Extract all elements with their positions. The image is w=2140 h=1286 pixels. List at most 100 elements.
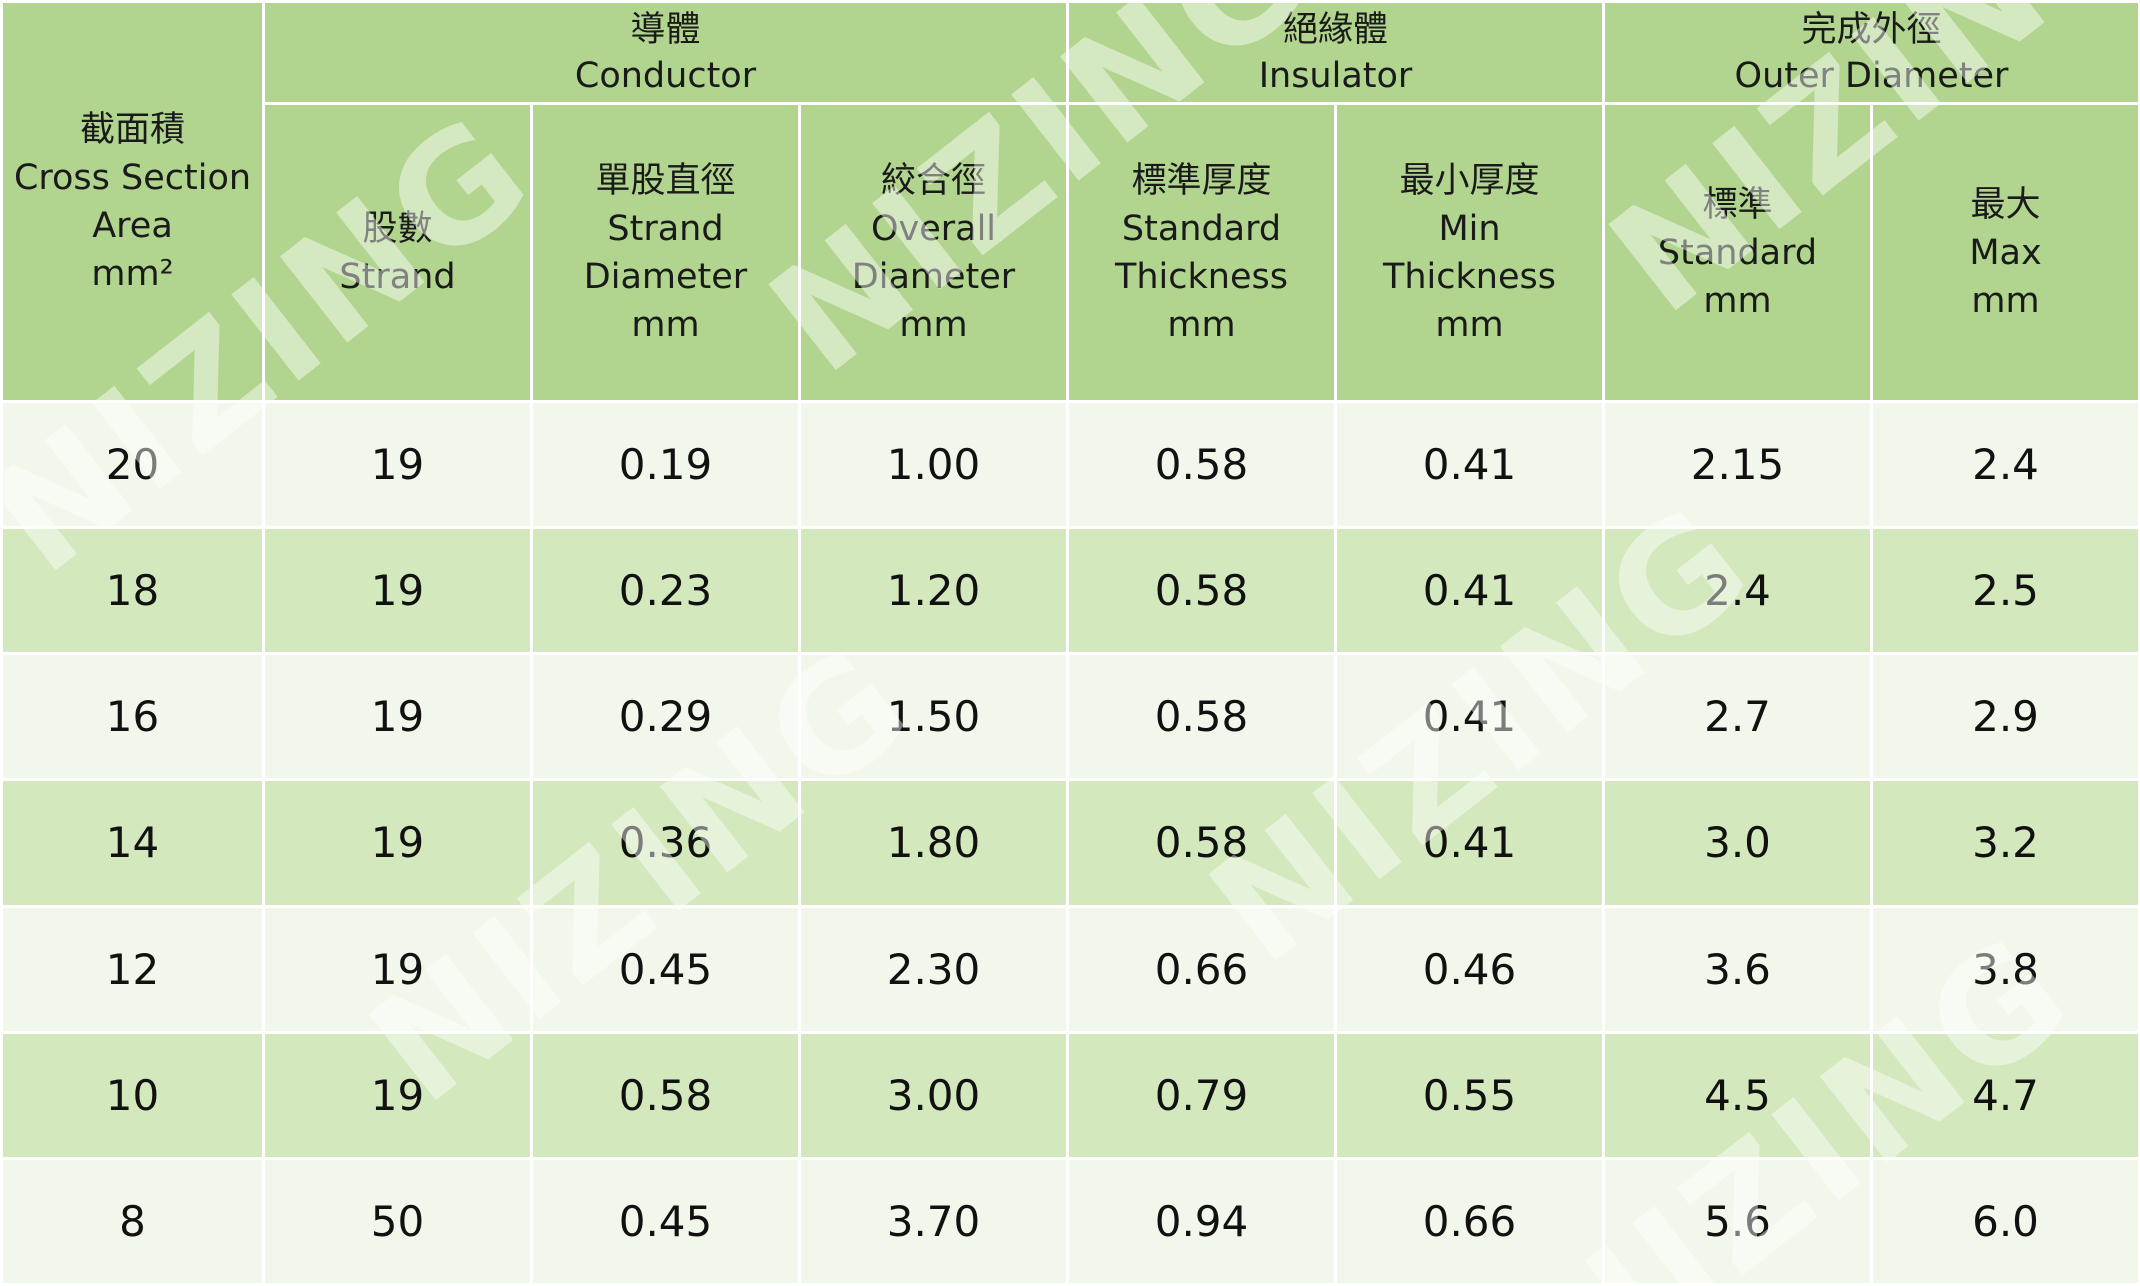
header-strand-diameter: 單股直徑 Strand Diameter mm — [530, 102, 801, 403]
header-strand-diameter-en2: Diameter — [583, 256, 748, 297]
cell-strand: 50 — [262, 1156, 533, 1286]
header-overall-diameter-zh: 絞合徑 — [880, 160, 986, 201]
header-overall-diameter-en2: Diameter — [851, 256, 1016, 297]
header-min-thickness-en2: Thickness — [1383, 256, 1556, 297]
table-row: 18 19 0.23 1.20 0.58 0.41 2.4 2.5 — [0, 526, 2140, 656]
header-min-thickness-unit: mm — [1435, 304, 1504, 345]
cell-strand-diameter: 0.58 — [530, 1030, 801, 1160]
header-outer-diameter-zh: 完成外徑 — [1801, 9, 1942, 50]
header-od-standard-unit: mm — [1703, 280, 1772, 321]
cell-overall-diameter: 1.00 — [798, 399, 1069, 530]
cell-strand: 19 — [262, 778, 533, 908]
header-od-standard-en: Standard — [1657, 232, 1818, 273]
cell-od-max: 2.5 — [1870, 526, 2140, 656]
cell-od-max: 2.9 — [1870, 652, 2140, 782]
cell-overall-diameter: 1.50 — [798, 652, 1069, 782]
header-od-max-unit: mm — [1971, 280, 2040, 321]
cell-standard-thickness: 0.66 — [1066, 904, 1337, 1034]
cell-od-max: 2.4 — [1870, 399, 2140, 530]
header-od-max-zh: 最大 — [1970, 184, 2041, 225]
cell-area: 10 — [0, 1030, 265, 1160]
header-overall-diameter-en1: Overall — [870, 208, 997, 249]
header-standard-thickness: 標準厚度 Standard Thickness mm — [1066, 102, 1337, 403]
header-strand: 股數 Strand — [262, 102, 533, 403]
cell-od-standard: 2.15 — [1602, 399, 1873, 530]
cell-od-standard: 3.0 — [1602, 778, 1873, 908]
table-row: 10 19 0.58 3.00 0.79 0.55 4.5 4.7 — [0, 1030, 2140, 1160]
cell-min-thickness: 0.41 — [1334, 399, 1605, 530]
header-standard-thickness-en2: Thickness — [1115, 256, 1288, 297]
header-min-thickness: 最小厚度 Min Thickness mm — [1334, 102, 1605, 403]
header-outer-diameter: 完成外徑 Outer Diameter — [1602, 0, 2140, 105]
cell-min-thickness: 0.41 — [1334, 526, 1605, 656]
table-row: 12 19 0.45 2.30 0.66 0.46 3.6 3.8 — [0, 904, 2140, 1034]
cell-strand-diameter: 0.19 — [530, 399, 801, 530]
header-od-standard: 標準 Standard mm — [1602, 102, 1873, 403]
cell-min-thickness: 0.41 — [1334, 778, 1605, 908]
cell-overall-diameter: 3.70 — [798, 1156, 1069, 1286]
table-row: 20 19 0.19 1.00 0.58 0.41 2.15 2.4 — [0, 399, 2140, 530]
table-body: 20 19 0.19 1.00 0.58 0.41 2.15 2.4 18 19… — [0, 399, 2140, 1286]
header-overall-diameter-unit: mm — [899, 304, 968, 345]
cell-area: 16 — [0, 652, 265, 782]
header-cross-section-unit: mm² — [91, 253, 174, 294]
table-header: 截面積 Cross Section Area mm² 導體 Conductor … — [0, 0, 2140, 403]
header-strand-zh: 股數 — [362, 208, 433, 249]
cell-overall-diameter: 2.30 — [798, 904, 1069, 1034]
header-cross-section-zh: 截面積 — [79, 109, 185, 150]
header-conductor: 導體 Conductor — [262, 0, 1069, 105]
header-strand-en: Strand — [339, 256, 456, 297]
cell-min-thickness: 0.55 — [1334, 1030, 1605, 1160]
cell-strand: 19 — [262, 399, 533, 530]
header-strand-diameter-zh: 單股直徑 — [595, 160, 736, 201]
cell-od-max: 6.0 — [1870, 1156, 2140, 1286]
cell-od-max: 3.8 — [1870, 904, 2140, 1034]
header-min-thickness-en1: Min — [1438, 208, 1501, 249]
cell-strand-diameter: 0.45 — [530, 904, 801, 1034]
cell-min-thickness: 0.41 — [1334, 652, 1605, 782]
header-cross-section-en2: Area — [92, 205, 173, 246]
cell-standard-thickness: 0.58 — [1066, 778, 1337, 908]
header-insulator-en: Insulator — [1258, 55, 1413, 96]
header-insulator: 絕緣體 Insulator — [1066, 0, 1605, 105]
header-cross-section: 截面積 Cross Section Area mm² — [0, 0, 265, 403]
cell-overall-diameter: 3.00 — [798, 1030, 1069, 1160]
cell-area: 20 — [0, 399, 265, 530]
cell-strand-diameter: 0.45 — [530, 1156, 801, 1286]
header-insulator-zh: 絕緣體 — [1282, 9, 1388, 50]
header-standard-thickness-zh: 標準厚度 — [1131, 160, 1272, 201]
header-cross-section-en1: Cross Section — [13, 157, 252, 198]
cell-standard-thickness: 0.79 — [1066, 1030, 1337, 1160]
header-outer-diameter-en: Outer Diameter — [1734, 55, 2009, 96]
cell-od-standard: 4.5 — [1602, 1030, 1873, 1160]
cell-standard-thickness: 0.58 — [1066, 526, 1337, 656]
cell-od-max: 4.7 — [1870, 1030, 2140, 1160]
header-standard-thickness-en1: Standard — [1121, 208, 1282, 249]
cell-area: 14 — [0, 778, 265, 908]
cell-area: 8 — [0, 1156, 265, 1286]
header-conductor-en: Conductor — [574, 55, 757, 96]
cell-od-standard: 5.6 — [1602, 1156, 1873, 1286]
header-od-standard-zh: 標準 — [1702, 184, 1773, 225]
cell-strand: 19 — [262, 652, 533, 782]
cell-area: 18 — [0, 526, 265, 656]
cell-standard-thickness: 0.94 — [1066, 1156, 1337, 1286]
cell-min-thickness: 0.46 — [1334, 904, 1605, 1034]
table-row: 8 50 0.45 3.70 0.94 0.66 5.6 6.0 — [0, 1156, 2140, 1286]
table-row: 16 19 0.29 1.50 0.58 0.41 2.7 2.9 — [0, 652, 2140, 782]
header-od-max-en: Max — [1969, 232, 2042, 273]
header-strand-diameter-en1: Strand — [607, 208, 724, 249]
cell-area: 12 — [0, 904, 265, 1034]
cell-standard-thickness: 0.58 — [1066, 399, 1337, 530]
header-conductor-zh: 導體 — [630, 9, 701, 50]
cell-strand-diameter: 0.36 — [530, 778, 801, 908]
cell-od-max: 3.2 — [1870, 778, 2140, 908]
cell-strand: 19 — [262, 904, 533, 1034]
cell-overall-diameter: 1.20 — [798, 526, 1069, 656]
cell-od-standard: 3.6 — [1602, 904, 1873, 1034]
cell-od-standard: 2.4 — [1602, 526, 1873, 656]
header-overall-diameter: 絞合徑 Overall Diameter mm — [798, 102, 1069, 403]
cell-strand: 19 — [262, 526, 533, 656]
cell-strand-diameter: 0.23 — [530, 526, 801, 656]
